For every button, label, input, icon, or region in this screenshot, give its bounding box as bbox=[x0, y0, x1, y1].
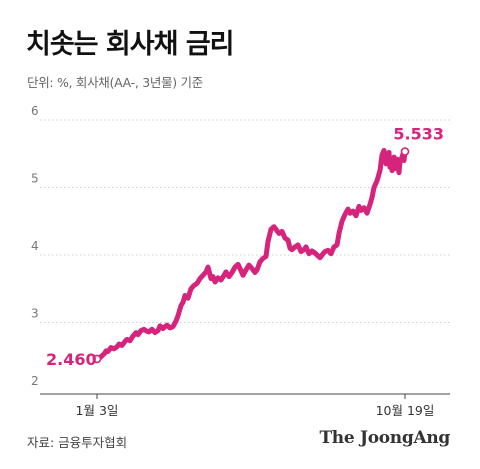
end-annotation: 5.533 bbox=[393, 125, 444, 144]
y-tick-labels: 2 3 4 5 6 bbox=[31, 104, 39, 388]
brand-logo: The JoongAng bbox=[319, 428, 450, 448]
start-annotation: 2.460 bbox=[46, 350, 97, 369]
series-layer bbox=[94, 147, 408, 362]
x-tick-label: 1월 3일 bbox=[76, 403, 119, 418]
endpoint-marker bbox=[92, 354, 102, 364]
chart-subtitle: 단위: %, 회사채(AA-, 3년물) 기준 bbox=[27, 75, 203, 90]
chart-title: 치솟는 회사채 금리 bbox=[26, 29, 235, 60]
y-tick-label: 2 bbox=[31, 374, 39, 388]
y-tick-label: 3 bbox=[31, 307, 39, 321]
y-tick-label: 6 bbox=[31, 104, 39, 118]
x-tick-label: 10월 19일 bbox=[376, 403, 435, 418]
series-line bbox=[94, 147, 408, 362]
endpoint-marker bbox=[400, 147, 410, 156]
annotations: 2.460 5.533 bbox=[46, 125, 444, 369]
x-tick-group: 1월 3일 10월 19일 bbox=[76, 394, 435, 418]
y-tick-label: 4 bbox=[31, 239, 39, 253]
y-tick-label: 5 bbox=[31, 172, 39, 186]
source-note: 자료: 금융투자협회 bbox=[27, 435, 128, 450]
grid-lines bbox=[40, 119, 450, 323]
